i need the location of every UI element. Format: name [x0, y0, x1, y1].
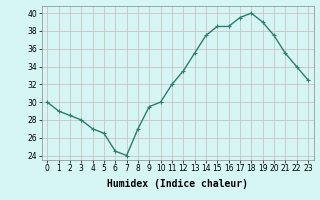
X-axis label: Humidex (Indice chaleur): Humidex (Indice chaleur): [107, 179, 248, 189]
